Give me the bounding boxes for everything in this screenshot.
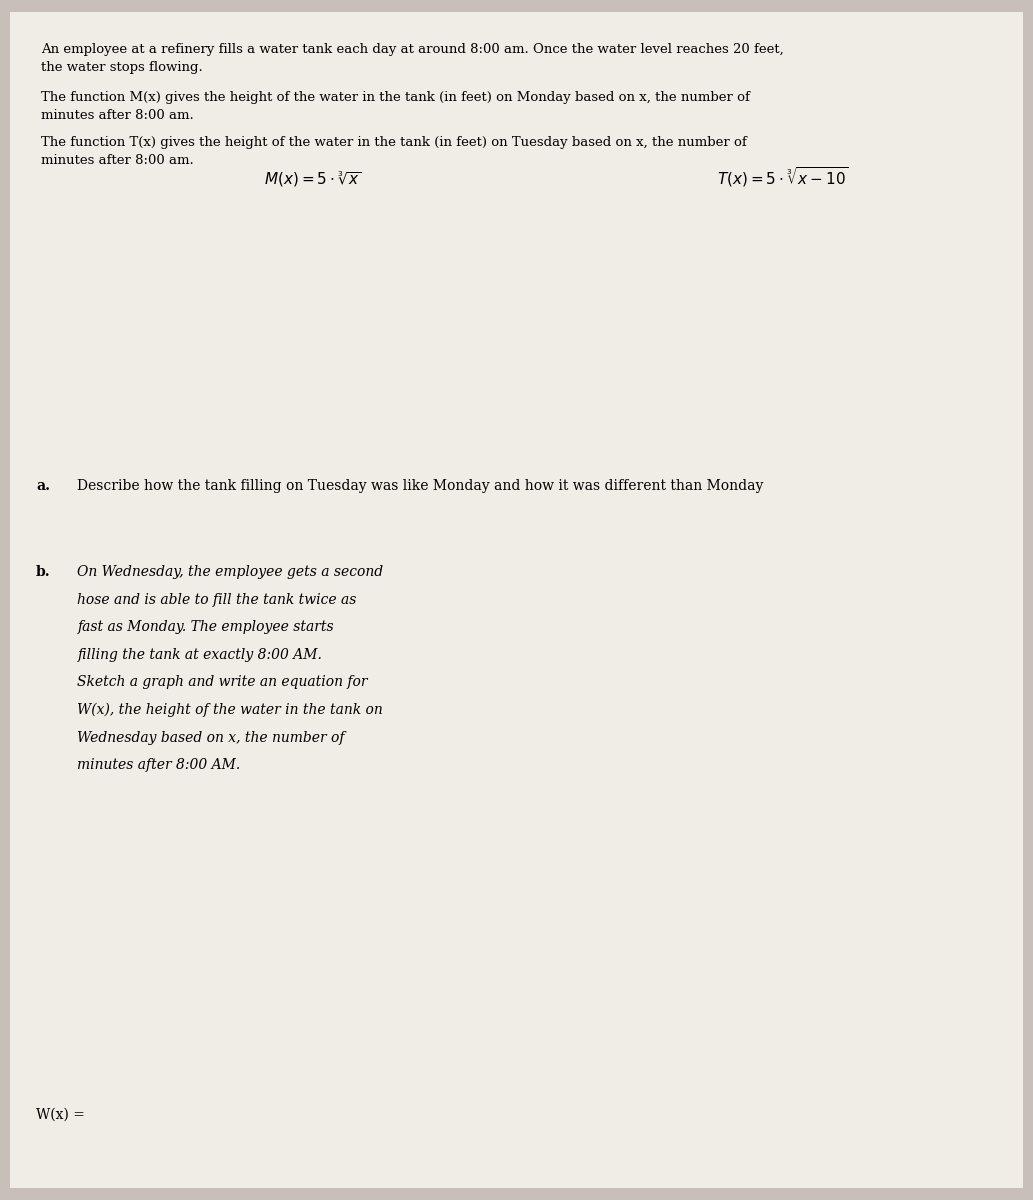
Text: O: O [523,1134,533,1147]
Text: The function M(x) gives the height of the water in the tank (in feet) on Monday : The function M(x) gives the height of th… [41,91,750,103]
Y-axis label: water level
(feet): water level (feet) [496,961,524,1031]
Text: T(x): T(x) [829,248,854,260]
Text: W(x) =: W(x) = [36,1108,85,1121]
Text: On Wednesday, the employee gets a second: On Wednesday, the employee gets a second [77,565,383,578]
Text: b.: b. [36,565,51,578]
X-axis label: minutes: minutes [287,500,338,514]
Text: W(x), the height of the water in the tank on: W(x), the height of the water in the tan… [77,703,383,716]
Text: O: O [97,461,107,474]
Text: minutes after 8:00 am.: minutes after 8:00 am. [41,109,194,121]
Text: the water stops flowing.: the water stops flowing. [41,61,204,73]
Text: An employee at a refinery fills a water tank each day at around 8:00 am. Once th: An employee at a refinery fills a water … [41,43,784,55]
Text: 8:00: 8:00 [553,1178,581,1190]
Text: 8:00: 8:00 [594,505,622,517]
Text: 8:00: 8:00 [124,505,152,517]
Text: $T(x) = 5 \cdot \sqrt[3]{x - 10}$: $T(x) = 5 \cdot \sqrt[3]{x - 10}$ [717,166,848,190]
Text: minutes after 8:00 AM.: minutes after 8:00 AM. [77,758,241,773]
Text: minutes after 8:00 am.: minutes after 8:00 am. [41,155,194,168]
Text: The function T(x) gives the height of the water in the tank (in feet) on Tuesday: The function T(x) gives the height of th… [41,137,747,150]
Text: Describe how the tank filling on Tuesday was like Monday and how it was differen: Describe how the tank filling on Tuesday… [77,479,763,492]
Text: M(x): M(x) [315,248,344,260]
Text: fast as Monday. The employee starts: fast as Monday. The employee starts [77,620,334,634]
Text: Wednesday based on x, the number of: Wednesday based on x, the number of [77,731,345,744]
Text: O: O [567,461,577,474]
Text: hose and is able to fill the tank twice as: hose and is able to fill the tank twice … [77,593,356,607]
X-axis label: minutes: minutes [757,500,808,514]
X-axis label: minutes: minutes [742,1172,792,1186]
Y-axis label: water level
(feet): water level (feet) [67,292,95,362]
Text: filling the tank at exactly 8:00 AM.: filling the tank at exactly 8:00 AM. [77,648,322,661]
Text: a.: a. [36,479,51,492]
Text: Sketch a graph and write an equation for: Sketch a graph and write an equation for [77,676,368,689]
Y-axis label: water level
(feet): water level (feet) [537,292,565,362]
Text: $M(x) = 5 \cdot \sqrt[3]{x}$: $M(x) = 5 \cdot \sqrt[3]{x}$ [263,170,362,190]
